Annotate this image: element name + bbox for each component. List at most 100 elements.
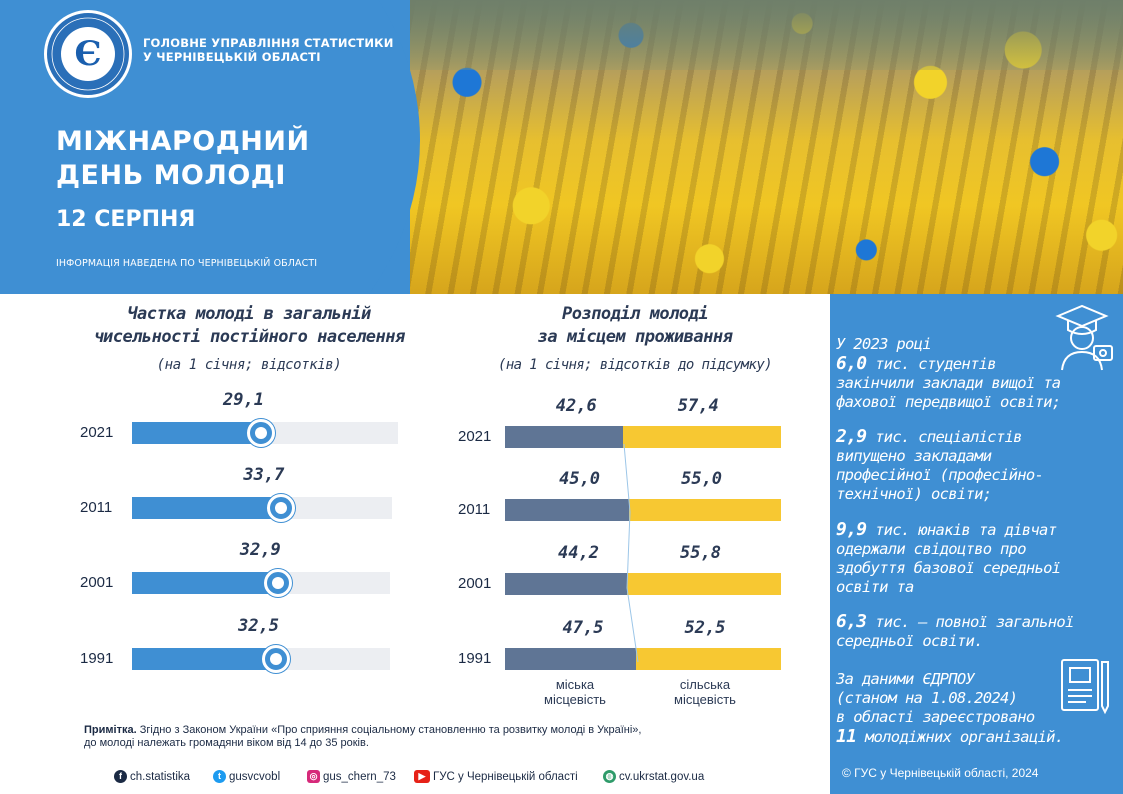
fact3-number: 9,9 bbox=[836, 519, 867, 540]
org-line-2: У ЧЕРНІВЕЦЬКІЙ ОБЛАСТІ bbox=[143, 50, 321, 64]
twitter-icon: t bbox=[213, 770, 226, 783]
document-icon bbox=[1061, 659, 1109, 715]
chart2-bar-rural bbox=[636, 648, 781, 670]
chart2-bar-rural bbox=[622, 426, 781, 448]
charts-panel bbox=[48, 294, 830, 794]
chart2-year-label: 2001 bbox=[458, 575, 492, 592]
chart1-year-label: 2001 bbox=[80, 574, 114, 591]
fact1-line-4: фахової передвищої освіти; bbox=[836, 393, 1061, 411]
ukrstat-logo: Є bbox=[44, 10, 132, 98]
fact1-line-1: У 2023 році bbox=[836, 335, 932, 353]
chart1-value-label: 29,1 bbox=[223, 390, 264, 410]
facebook-link[interactable]: f ch.statistika bbox=[114, 770, 190, 783]
fact3-line-1: тис. юнаків та дівчат bbox=[866, 521, 1057, 539]
chart2-year-label: 2021 bbox=[458, 428, 492, 445]
chart1-bar-track bbox=[132, 648, 390, 670]
fact5-line-1: За даними ЄДРПОУ bbox=[836, 670, 975, 688]
website-label: cv.ukrstat.gov.ua bbox=[619, 770, 705, 783]
chart2-bar-rural bbox=[629, 499, 781, 521]
title-line-2: ДЕНЬ МОЛОДІ bbox=[56, 160, 286, 191]
chart2-value-urban: 42,6 bbox=[555, 396, 597, 416]
fact-graduates: У 2023 році 6,0 тис. студентів закінчили… bbox=[836, 335, 1121, 412]
fact2-line-4: технічної) освіти; bbox=[836, 485, 992, 503]
chart1-title-line-1: Частка молоді в загальній bbox=[127, 304, 371, 324]
fact2-line-1: тис. спеціалістів bbox=[866, 428, 1022, 446]
event-date: 12 СЕРПНЯ bbox=[56, 207, 196, 232]
chart2-year-label: 1991 bbox=[458, 650, 492, 667]
chart1-bar-knob bbox=[262, 645, 291, 673]
chart2-bar-urban bbox=[505, 573, 627, 595]
chart1-title: Частка молоді в загальній чисельності по… bbox=[54, 303, 444, 349]
chart1-year-label: 2021 bbox=[80, 424, 114, 441]
chart2-title-line-2: за місцем проживання bbox=[537, 327, 733, 347]
fact5-number: 11 bbox=[836, 726, 857, 747]
chart2-bar-urban bbox=[505, 499, 630, 521]
youtube-icon: ▶ bbox=[414, 770, 430, 783]
chart2-value-rural: 52,5 bbox=[684, 618, 726, 638]
footnote-text-1: Згідно з Законом України «Про сприяння с… bbox=[136, 724, 642, 736]
chart2-value-urban: 47,5 bbox=[562, 618, 604, 638]
fact2-line-3: професійної (професійно- bbox=[836, 466, 1044, 484]
fact-specialists: 2,9 тис. спеціалістів випущено закладами… bbox=[836, 427, 1121, 504]
chart2-value-rural: 57,4 bbox=[677, 396, 719, 416]
chart2-value-urban: 45,0 bbox=[559, 469, 601, 489]
chart2-value-urban: 44,2 bbox=[557, 543, 599, 563]
chart2-connector-line bbox=[623, 443, 639, 663]
title-line-1: МІЖНАРОДНИЙ bbox=[56, 126, 310, 157]
org-name: ГОЛОВНЕ УПРАВЛІННЯ СТАТИСТИКИ У ЧЕРНІВЕЦ… bbox=[143, 36, 394, 64]
footnote: Примітка. Згідно з Законом України «Про … bbox=[84, 724, 784, 750]
globe-icon: ◍ bbox=[603, 770, 616, 783]
instagram-link[interactable]: ◎ gus_chern_73 bbox=[307, 770, 396, 783]
page-title: МІЖНАРОДНИЙ ДЕНЬ МОЛОДІ bbox=[56, 125, 310, 193]
chart1-bar bbox=[132, 572, 278, 594]
chart1-bar-track bbox=[132, 497, 392, 519]
website-link[interactable]: ◍ cv.ukrstat.gov.ua bbox=[603, 770, 704, 783]
chart1-bar-knob bbox=[247, 419, 275, 447]
fact1-line-3: закінчили заклади вищої та bbox=[836, 374, 1061, 392]
org-line-1: ГОЛОВНЕ УПРАВЛІННЯ СТАТИСТИКИ bbox=[143, 36, 394, 50]
header-banner bbox=[0, 0, 1123, 294]
fact5-line-3: в області зареєстровано bbox=[836, 708, 1035, 726]
chart1-year-label: 1991 bbox=[80, 650, 114, 667]
chart2-title: Розподіл молоді за місцем проживання bbox=[455, 303, 815, 349]
chart2-title-line-1: Розподіл молоді bbox=[561, 304, 709, 324]
chart2-bar-rural bbox=[626, 573, 781, 595]
youth-crowd-photo bbox=[410, 0, 1123, 294]
fact4-number: 6,3 bbox=[836, 611, 867, 632]
fact1-number: 6,0 bbox=[836, 353, 867, 374]
footnote-text-2: до молоді належать громадяни віком від 1… bbox=[84, 737, 369, 749]
fact2-number: 2,9 bbox=[836, 426, 867, 447]
copyright: © ГУС у Чернівецькій області, 2024 bbox=[842, 766, 1039, 780]
chart1-value-label: 32,9 bbox=[239, 540, 281, 560]
chart1-title-line-2: чисельності постійного населення bbox=[93, 327, 405, 347]
youtube-link[interactable]: ▶ ГУС у Чернівецькій області bbox=[414, 770, 578, 783]
fact1-line-2: тис. студентів bbox=[866, 355, 997, 373]
facebook-icon: f bbox=[114, 770, 127, 783]
chart1-year-label: 2011 bbox=[80, 499, 113, 516]
chart1-subtitle: (на 1 січня; відсотків) bbox=[156, 357, 342, 373]
chart2-bar-urban bbox=[505, 426, 623, 448]
graduate-icon bbox=[1055, 304, 1113, 371]
fact-full-education: 6,3 тис. – повної загальної середньої ос… bbox=[836, 612, 1121, 651]
chart1-bar bbox=[132, 497, 282, 519]
legend-urban: міська місцевість bbox=[544, 677, 606, 707]
fact3-line-3: здобуття базової середньої bbox=[836, 559, 1061, 577]
fact3-line-2: одержали свідоцтво про bbox=[836, 540, 1027, 558]
fact-basic-education: 9,9 тис. юнаків та дівчат одержали свідо… bbox=[836, 520, 1121, 597]
instagram-label: gus_chern_73 bbox=[323, 770, 396, 783]
twitter-link[interactable]: t gusvcvobl bbox=[213, 770, 280, 783]
chart2-value-rural: 55,8 bbox=[679, 543, 721, 563]
logo-ring bbox=[51, 17, 125, 91]
chart1-bar-knob bbox=[263, 569, 292, 597]
footnote-label: Примітка. bbox=[84, 724, 137, 736]
fact3-line-4: освіти та bbox=[836, 578, 914, 596]
region-info: ІНФОРМАЦІЯ НАВЕДЕНА ПО ЧЕРНІВЕЦЬКІЙ ОБЛА… bbox=[56, 258, 318, 269]
fact4-line-2: середньої освіти. bbox=[836, 632, 983, 650]
chart2-subtitle: (на 1 січня; відсотків до підсумку) bbox=[497, 357, 773, 373]
fact5-line-2: (станом на 1.08.2024) bbox=[836, 689, 1018, 707]
fact-organizations: За даними ЄДРПОУ (станом на 1.08.2024) в… bbox=[836, 670, 1121, 747]
chart1-bar-knob bbox=[267, 494, 296, 522]
youtube-label: ГУС у Чернівецькій області bbox=[433, 770, 578, 783]
fact4-line-1: тис. – повної загальної bbox=[866, 613, 1074, 631]
logo-letter: Є bbox=[61, 27, 115, 81]
